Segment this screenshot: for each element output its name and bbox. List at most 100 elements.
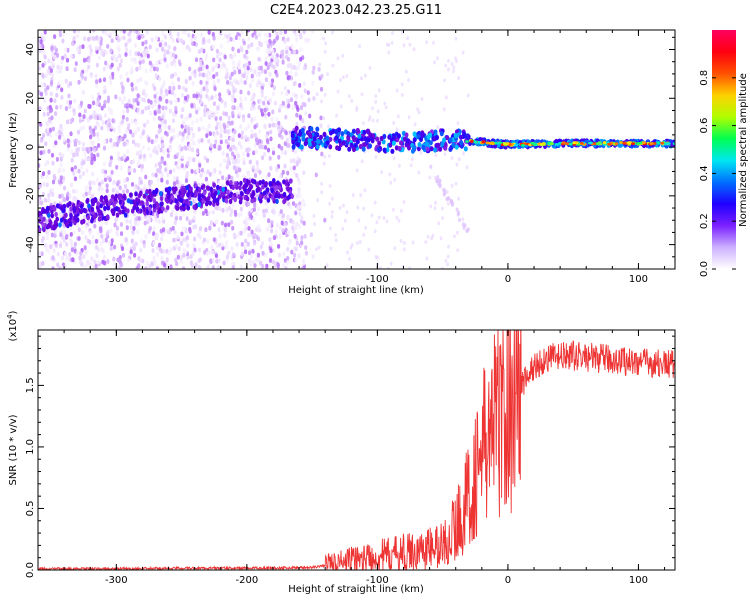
spectrogram-noise-cell bbox=[78, 174, 82, 180]
spectrogram-signal-cell bbox=[387, 134, 392, 140]
spectrogram-signal-cell bbox=[59, 217, 64, 223]
spectrogram-noise-cell bbox=[204, 83, 209, 89]
spectrogram-noise-cell bbox=[55, 92, 59, 98]
snr-x-tick-label: 100 bbox=[629, 575, 648, 586]
spectrogram-noise-cell bbox=[61, 55, 65, 61]
spectrogram-noise-cell bbox=[383, 101, 387, 106]
spectrogram-noise-cell bbox=[200, 167, 204, 173]
spectrogram-noise-cell bbox=[350, 98, 354, 103]
spectrogram-noise-cell bbox=[78, 44, 82, 50]
spectrogram-noise-cell bbox=[192, 215, 196, 221]
spectrogram-noise-cell bbox=[127, 168, 131, 173]
spectrogram-noise-cell bbox=[331, 30, 334, 35]
spectrogram-noise-cell bbox=[70, 167, 74, 172]
spectrogram-noise-cell bbox=[114, 218, 118, 223]
spectrogram-noise-cell bbox=[126, 108, 130, 114]
spectrogram-noise-cell bbox=[165, 98, 169, 104]
spectrogram-noise-cell bbox=[109, 138, 113, 143]
spectrogram-noise-cell bbox=[360, 92, 364, 97]
spectrogram-noise-cell bbox=[198, 234, 202, 240]
spectrogram-noise-cell bbox=[95, 62, 99, 68]
spectrogram-noise-cell bbox=[223, 103, 227, 109]
spectrogram-noise-cell bbox=[230, 71, 234, 77]
spectrogram-signal-cell bbox=[103, 205, 107, 211]
spectrogram-signal-cell bbox=[412, 144, 417, 151]
spectrogram-noise-cell bbox=[286, 75, 290, 81]
colorbar-gradient bbox=[712, 30, 736, 269]
spectrogram-noise-cell bbox=[197, 265, 201, 269]
spectrogram-noise-cell bbox=[189, 260, 193, 266]
spectrogram-noise-cell bbox=[146, 119, 150, 125]
spectrogram-noise-cell bbox=[293, 80, 297, 86]
spectrogram-noise-cell bbox=[213, 86, 217, 92]
spectrogram-signal-cell bbox=[86, 214, 91, 220]
spectrogram-noise-cell bbox=[43, 82, 47, 88]
spectrogram-noise-cell bbox=[100, 179, 104, 185]
spectrogram-noise-cell bbox=[327, 124, 330, 129]
spectrogram-noise-cell bbox=[173, 92, 177, 98]
spectrogram-signal-cell bbox=[357, 133, 362, 139]
spectrogram-noise-cell bbox=[205, 266, 210, 269]
spectrogram-signal-cell bbox=[299, 144, 304, 150]
spectrogram-signal-cell bbox=[152, 198, 157, 204]
spectrogram-noise-cell bbox=[56, 251, 60, 257]
spectrogram-noise-cell bbox=[69, 131, 73, 137]
spectrogram-noise-cell bbox=[334, 233, 337, 237]
spectrogram-noise-cell bbox=[334, 238, 338, 243]
spectrogram-noise-cell bbox=[102, 103, 106, 109]
spectrogram-noise-cell bbox=[286, 230, 290, 235]
spectrogram-noise-cell bbox=[450, 61, 454, 66]
spectrogram-noise-cell bbox=[287, 103, 291, 109]
spectrogram-noise-cell bbox=[58, 134, 62, 140]
spectrogram-noise-cell bbox=[91, 171, 95, 177]
spectrogram-noise-cell bbox=[141, 59, 145, 64]
spectrogram-noise-cell bbox=[149, 67, 153, 73]
spectrogram-noise-cell bbox=[84, 235, 88, 240]
spectrogram-noise-cell bbox=[294, 246, 298, 252]
spectrogram-noise-cell bbox=[273, 30, 277, 33]
spectrogram-noise-cell bbox=[64, 47, 68, 53]
spectrogram-signal-cell bbox=[145, 200, 149, 207]
spectrogram-noise-cell bbox=[112, 180, 116, 186]
spectrogram-noise-cell bbox=[278, 225, 282, 231]
spectrogram-noise-cell bbox=[182, 237, 186, 243]
spectrogram-noise-cell bbox=[289, 97, 294, 103]
spectrogram-noise-cell bbox=[215, 258, 219, 264]
spectrogram-signal-cell bbox=[561, 141, 566, 145]
spectrogram-noise-cell bbox=[92, 36, 96, 41]
spectrogram-noise-cell bbox=[59, 232, 63, 238]
spectrogram-noise-cell bbox=[131, 86, 135, 92]
spectrogram-signal-cell bbox=[59, 205, 64, 211]
spectrogram-noise-cell bbox=[408, 266, 411, 269]
spectrogram-signal-cell bbox=[148, 206, 152, 212]
spectrogram-noise-cell bbox=[73, 98, 77, 104]
spectrogram-signal-cell bbox=[261, 184, 265, 190]
spectrogram-noise-cell bbox=[443, 191, 447, 196]
spectrogram-noise-cell bbox=[231, 137, 235, 143]
spectrogram-signal-cell bbox=[239, 190, 244, 197]
spectrogram-signal-cell bbox=[135, 206, 140, 212]
spectrogram-noise-cell bbox=[302, 81, 306, 86]
spectrogram-noise-cell bbox=[168, 146, 172, 152]
spectrogram-noise-cell bbox=[271, 146, 275, 152]
spectrogram-noise-cell bbox=[176, 31, 180, 37]
spectrogram-noise-cell bbox=[295, 112, 299, 118]
spectrogram-noise-cell bbox=[125, 225, 129, 231]
spectrogram-noise-cell bbox=[40, 238, 45, 244]
spectrogram-noise-cell bbox=[112, 256, 116, 262]
spectrogram-noise-cell bbox=[119, 58, 124, 64]
spectrogram-noise-cell bbox=[242, 117, 246, 123]
spectrogram-noise-cell bbox=[257, 32, 262, 38]
spectrogram-noise-cell bbox=[240, 251, 244, 256]
spectrogram-noise-cell bbox=[226, 39, 230, 44]
spectrogram-noise-cell bbox=[197, 247, 201, 253]
spectrogram-noise-cell bbox=[94, 45, 98, 51]
spectrogram-noise-cell bbox=[124, 47, 128, 53]
spectrogram-signal-cell bbox=[242, 177, 247, 183]
spectrogram-noise-cell bbox=[44, 162, 48, 168]
spectrogram-noise-cell bbox=[134, 130, 138, 136]
spectrogram-noise-cell bbox=[264, 96, 268, 101]
spectrogram-noise-cell bbox=[234, 158, 238, 164]
spectrogram-noise-cell bbox=[315, 92, 319, 97]
spectrogram-noise-cell bbox=[247, 258, 251, 264]
